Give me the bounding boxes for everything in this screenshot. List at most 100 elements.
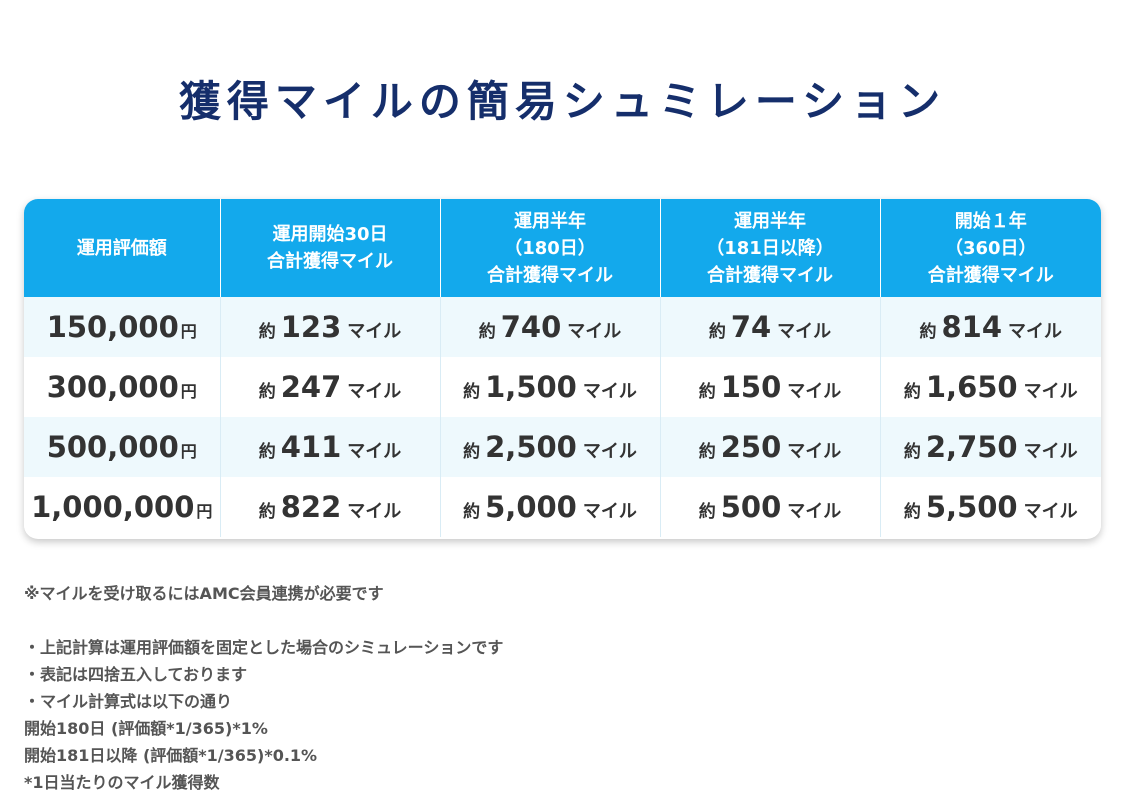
mile-unit: マイル	[582, 381, 637, 402]
miles-cell: 約 247 マイル	[219, 357, 440, 417]
amount-cell: 1,000,000 円	[24, 477, 220, 537]
yen-unit: 円	[180, 442, 197, 461]
miles-value: 2,750	[925, 430, 1018, 464]
header-line: （180日）	[504, 237, 596, 259]
mile-unit: マイル	[1008, 321, 1063, 342]
miles-cell: 約 814 マイル	[879, 297, 1101, 357]
mile-unit: マイル	[347, 501, 402, 522]
mile-unit: マイル	[582, 501, 637, 522]
header-line: 合計獲得マイル	[927, 264, 1054, 286]
approx-label: 約	[258, 442, 276, 462]
header-valuation: 運用評価額	[24, 199, 220, 297]
header-half-year: 運用半年 （180日） 合計獲得マイル	[439, 199, 660, 297]
amount-cell: 500,000 円	[24, 417, 220, 477]
header-line: 合計獲得マイル	[267, 251, 393, 272]
miles-value: 247	[280, 370, 342, 404]
miles-value: 123	[280, 310, 342, 344]
table-row: 300,000 円 約 247 マイル 約 1,500 マイル 約 150 マイル 約 1,65…	[24, 357, 1101, 417]
page-title: 獲得マイルの簡易シュミレーション	[178, 77, 947, 126]
approx-label: 約	[258, 502, 276, 522]
miles-value: 5,000	[485, 490, 577, 524]
miles-value: 5,500	[925, 490, 1018, 524]
mile-simulation-table: 運用評価額 運用開始30日 合計獲得マイル 運用半年 （180日） 合計獲得マイ…	[24, 199, 1101, 539]
amount-cell: 300,000 円	[24, 357, 220, 417]
table-row: 150,000 円 約 123 マイル 約 740 マイル 約 74 マイル 約 814 マイル	[24, 297, 1101, 357]
yen-unit: 円	[180, 382, 197, 401]
miles-value: 1,500	[485, 370, 577, 404]
mile-unit: マイル	[347, 321, 402, 342]
mile-unit: マイル	[567, 321, 622, 342]
header-line: 開始１年	[954, 210, 1027, 232]
table-row: 1,000,000 円 約 822 マイル 約 5,000 マイル 約 500 マイル 約 5,…	[24, 477, 1101, 537]
approx-label: 約	[919, 322, 937, 342]
miles-cell: 約 74 マイル	[659, 297, 880, 357]
miles-value: 740	[500, 310, 562, 344]
approx-label: 約	[463, 382, 481, 402]
approx-label: 約	[258, 322, 276, 342]
table-row: 500,000 円 約 411 マイル 約 2,500 マイル 約 250 マイル 約 2,75…	[24, 417, 1101, 477]
miles-value: 500	[720, 490, 782, 524]
mile-unit: マイル	[347, 381, 402, 402]
approx-label: 約	[698, 442, 716, 462]
miles-cell: 約 500 マイル	[659, 477, 880, 537]
miles-cell: 約 5,500 マイル	[879, 477, 1101, 537]
approx-label: 約	[698, 382, 716, 402]
miles-cell: 約 1,500 マイル	[439, 357, 660, 417]
notes-section: ※マイルを受け取るにはAMC会員連携が必要です ・上記計算は運用評価額を固定とし…	[24, 580, 1104, 796]
formula-line: 開始180日 (評価額*1/365)*1%	[24, 719, 268, 738]
mile-unit: マイル	[582, 441, 637, 462]
note-bullet: ・マイル計算式は以下の通り	[24, 692, 233, 711]
miles-value: 150	[720, 370, 782, 404]
approx-label: 約	[463, 442, 481, 462]
miles-value: 2,500	[485, 430, 577, 464]
approx-label: 約	[903, 502, 921, 522]
header-line: 合計獲得マイル	[487, 264, 613, 286]
note-bullet: ・上記計算は運用評価額を固定とした場合のシミュレーションです	[24, 638, 504, 657]
amount-value: 1,000,000	[31, 490, 195, 524]
miles-value: 822	[280, 490, 342, 524]
note-bullet: ・表記は四捨五入しております	[24, 665, 248, 684]
miles-cell: 約 150 マイル	[659, 357, 880, 417]
amc-requirement-note: ※マイルを受け取るにはAMC会員連携が必要です	[24, 584, 384, 603]
header-line: （360日）	[944, 237, 1037, 259]
approx-label: 約	[903, 442, 921, 462]
mile-unit: マイル	[1023, 441, 1078, 462]
mile-unit: マイル	[787, 381, 842, 402]
miles-value: 814	[941, 310, 1003, 344]
approx-label: 約	[463, 502, 481, 522]
miles-cell: 約 822 マイル	[219, 477, 440, 537]
amount-value: 300,000	[46, 370, 179, 404]
yen-unit: 円	[196, 502, 213, 521]
miles-cell: 約 250 マイル	[659, 417, 880, 477]
approx-label: 約	[478, 322, 496, 342]
mile-unit: マイル	[777, 321, 832, 342]
yen-unit: 円	[180, 322, 197, 341]
miles-value: 74	[730, 310, 772, 344]
approx-label: 約	[903, 382, 921, 402]
mile-unit: マイル	[347, 441, 402, 462]
miles-cell: 約 411 マイル	[219, 417, 440, 477]
miles-cell: 約 123 マイル	[219, 297, 440, 357]
miles-cell: 約 5,000 マイル	[439, 477, 660, 537]
header-one-year: 開始１年 （360日） 合計獲得マイル	[879, 199, 1101, 297]
mile-unit: マイル	[1023, 381, 1078, 402]
miles-cell: 約 1,650 マイル	[879, 357, 1101, 417]
approx-label: 約	[698, 502, 716, 522]
table-header-row: 運用評価額 運用開始30日 合計獲得マイル 運用半年 （180日） 合計獲得マイ…	[24, 199, 1101, 297]
notes-spacer	[24, 607, 1104, 634]
miles-cell: 約 740 マイル	[439, 297, 660, 357]
header-30-days: 運用開始30日 合計獲得マイル	[219, 199, 440, 297]
amount-cell: 150,000 円	[24, 297, 220, 357]
header-line: 運用開始30日	[272, 224, 388, 245]
header-line: 運用半年	[514, 210, 586, 232]
miles-value: 411	[280, 430, 342, 464]
mile-unit: マイル	[787, 501, 842, 522]
header-line: 運用半年	[734, 210, 806, 232]
miles-value: 250	[720, 430, 782, 464]
amount-value: 500,000	[46, 430, 179, 464]
mile-unit: マイル	[1023, 501, 1078, 522]
amount-value: 150,000	[46, 310, 179, 344]
mile-unit: マイル	[787, 441, 842, 462]
miles-cell: 約 2,500 マイル	[439, 417, 660, 477]
formula-line: 開始181日以降 (評価額*1/365)*0.1%	[24, 746, 318, 765]
